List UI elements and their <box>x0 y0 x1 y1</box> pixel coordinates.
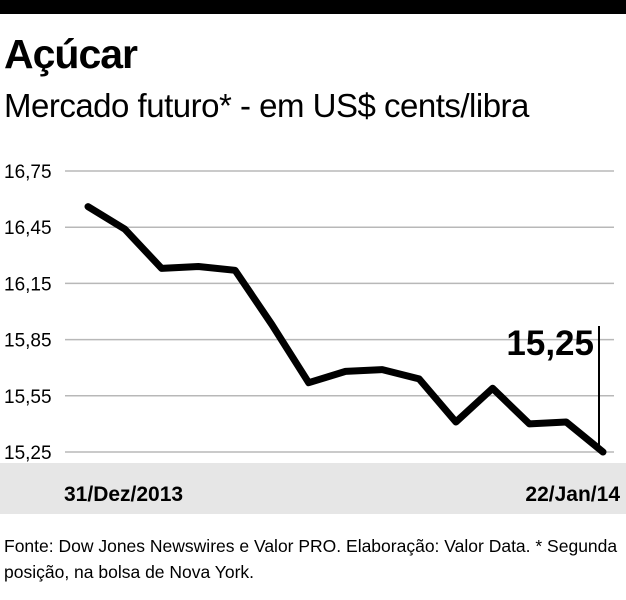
chart-title: Açúcar <box>4 31 138 77</box>
date-band <box>0 463 626 514</box>
y-tick-label: 16,15 <box>4 274 52 295</box>
y-axis-ticks: 16,75 16,45 16,15 15,85 15,55 15,25 <box>4 162 52 464</box>
x-end-label: 22/Jan/14 <box>525 483 620 506</box>
y-tick-label: 15,55 <box>4 387 52 408</box>
y-tick-label: 15,85 <box>4 331 52 352</box>
y-tick-label: 16,45 <box>4 218 52 239</box>
source-note: Fonte: Dow Jones Newswires e Valor PRO. … <box>4 536 618 582</box>
grid-lines <box>65 170 614 453</box>
callout-label: 15,25 <box>506 324 594 363</box>
x-start-label: 31/Dez/2013 <box>64 483 183 506</box>
sugar-price-line <box>84 203 607 456</box>
y-tick-label: 15,25 <box>4 443 52 464</box>
y-tick-label: 16,75 <box>4 162 52 183</box>
top-bar <box>0 0 626 14</box>
chart-subtitle: Mercado futuro* - em US$ cents/libra <box>4 87 529 124</box>
